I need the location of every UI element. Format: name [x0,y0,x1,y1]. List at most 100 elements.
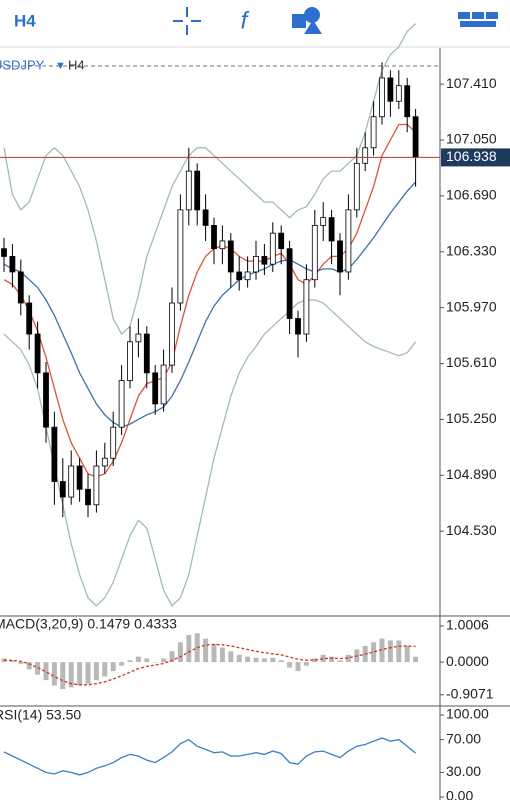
macd-bar [119,662,125,666]
y-tick-label: 0.00 [446,788,473,800]
candle-body [68,465,75,498]
macd-bar [253,657,259,663]
macd-bar [60,662,66,690]
current-price-tag [441,148,510,167]
candle-body [379,77,385,118]
overlay-line [3,299,417,607]
macd-bar [329,656,335,663]
candle-body [286,248,293,319]
macd-bar [295,662,301,672]
candle-body [404,85,411,118]
candle-body [26,302,33,335]
candle-body [328,217,335,242]
candle-body [320,217,327,226]
candle-body [387,77,394,102]
candle-body [219,240,226,250]
macd-bar [312,658,318,663]
candle-body [202,209,209,226]
candle-body [295,318,301,335]
y-tick-label: 106.690 [446,187,497,203]
y-tick-label: 105.250 [446,410,497,426]
rsi-label: RSI(14) 53.50 [0,707,81,723]
macd-bar [152,662,158,663]
macd-bar [203,638,209,663]
y-tick-label: 105.970 [446,298,497,314]
current-price-label: 106.938 [446,148,497,164]
candle-body [244,271,251,281]
macd-bar [211,644,217,663]
objects-button[interactable] [292,7,322,34]
macd-bar [102,662,108,677]
macd-bar [303,662,309,666]
timeframe-button[interactable]: H4 [14,11,36,30]
chart: 107.410 107.050 106.690 106.330 105.970 105.6… [0,23,510,800]
macd-bar [51,662,57,686]
macd-bar [35,662,41,675]
candle-body [177,209,184,304]
macd-bar [228,651,234,663]
macd-bar [379,638,385,663]
candle-body [101,457,108,467]
macd-bar [345,654,351,663]
symbol-label[interactable]: USDJPY [0,57,45,72]
y-tick-label: 30.00 [446,763,481,779]
timeframe-label: H4 [68,57,85,72]
candle-body [76,465,83,490]
candle-body [211,224,217,250]
candle-body [253,256,259,273]
candle-body [278,232,285,250]
macd-bar [18,662,24,664]
macd-bar [186,635,192,663]
candle-body [160,364,167,405]
y-tick-label: 106.330 [446,242,497,258]
indicators-button[interactable]: f [241,7,250,34]
candle-body [1,248,7,257]
y-tick-label: 105.610 [446,354,497,370]
crosshair-button[interactable] [173,7,201,35]
candle-body [311,224,318,281]
candle-body [152,372,159,405]
y-tick-label: 107.410 [446,75,497,91]
candle-body [269,232,276,265]
macd-bar [371,642,377,663]
candle-body [110,426,117,459]
macd-bar [396,640,402,663]
symbol-dropdown-arrow[interactable]: ▼ [55,60,66,72]
y-tick-label: 70.00 [446,730,481,746]
y-tick-label: 104.530 [446,522,497,538]
candle-body [227,240,234,273]
macd-bar [287,662,293,668]
candle-body [51,426,58,482]
macd-bar [404,645,410,663]
layout-button[interactable] [458,12,498,27]
candle-body [85,488,91,506]
macd-bar [68,662,74,688]
macd-bar [144,658,150,663]
candle-body [9,256,16,273]
y-tick-label: 0.0000 [446,653,489,669]
candle-body [236,271,243,281]
macd-bar [413,656,419,663]
macd-bar [270,657,276,663]
macd-bar [93,662,99,681]
candle-body [261,256,268,265]
macd-bar [245,656,251,663]
candle-body [17,271,24,304]
macd-bar [387,640,393,663]
candle-body [395,85,402,102]
macd-bar [26,662,32,670]
y-tick-label: 100.00 [446,706,489,722]
candle-body [194,170,201,211]
macd-label: MACD(3,20,9) 0.1479 0.4333 [0,616,177,632]
candle-body [135,333,142,343]
macd-bar [278,660,284,663]
candle-body [169,302,175,366]
candle-body [59,481,66,498]
candle-body [34,333,41,374]
macd-bar [127,660,133,663]
macd-bar [135,656,141,663]
macd-bar [337,660,343,663]
macd-bar [169,651,175,663]
